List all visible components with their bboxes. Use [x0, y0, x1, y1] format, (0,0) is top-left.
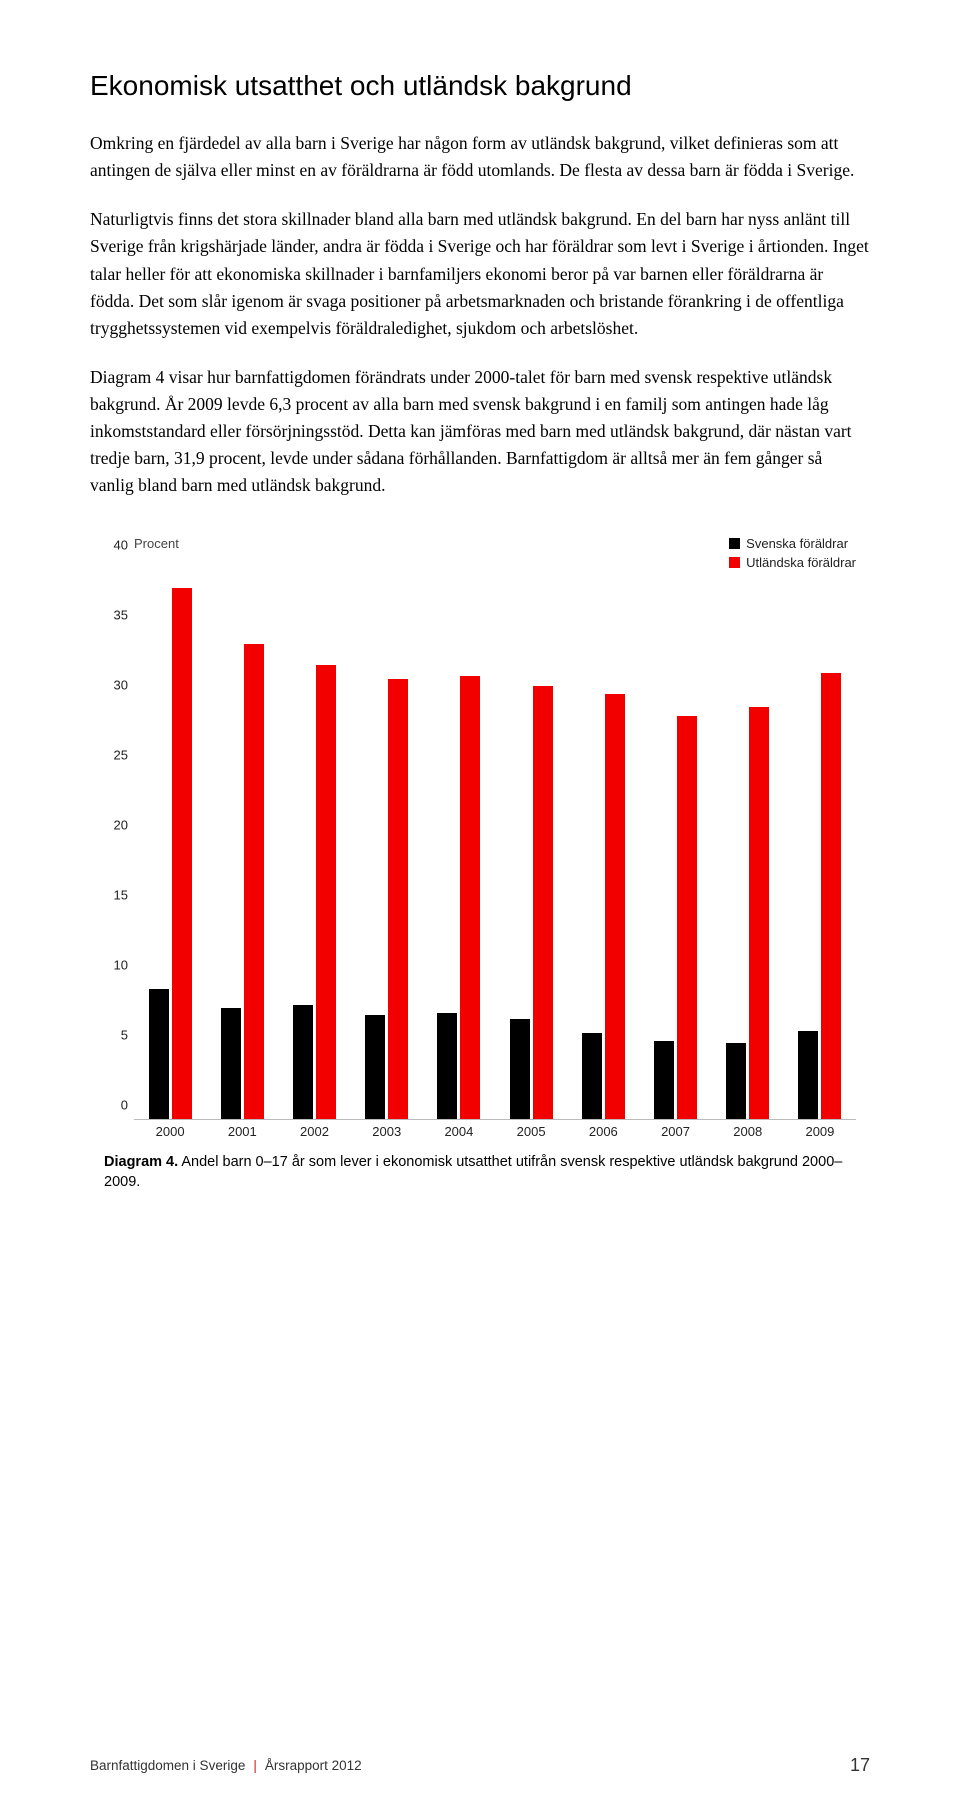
bar: [316, 665, 336, 1120]
bar-group: [206, 644, 278, 1120]
footer-doc-title: Barnfattigdomen i Sverige: [90, 1758, 245, 1773]
x-tick: 2000: [134, 1120, 206, 1142]
x-axis: 2000200120022003200420052006200720082009: [134, 1120, 856, 1142]
y-tick: 20: [114, 817, 128, 832]
chart-caption: Diagram 4. Andel barn 0–17 år som lever …: [104, 1152, 856, 1193]
y-tick: 5: [121, 1027, 128, 1042]
x-tick: 2004: [423, 1120, 495, 1142]
bar: [821, 673, 841, 1120]
body-paragraph-3: Diagram 4 visar hur barnfattigdomen förä…: [90, 364, 870, 500]
bar-group: [495, 686, 567, 1120]
bar: [244, 644, 264, 1120]
bar-group: [712, 707, 784, 1120]
bar: [654, 1041, 674, 1119]
legend-swatch-svenska: [729, 538, 740, 549]
bar: [605, 694, 625, 1120]
bar: [582, 1033, 602, 1120]
bar: [798, 1031, 818, 1119]
x-tick: 2008: [712, 1120, 784, 1142]
body-paragraph-2: Naturligtvis finns det stora skillnader …: [90, 206, 870, 342]
bar-group: [351, 679, 423, 1120]
footer-separator-icon: |: [253, 1758, 257, 1773]
bar: [726, 1043, 746, 1120]
y-axis: 0510152025303540: [104, 560, 132, 1120]
bar: [677, 716, 697, 1119]
page-footer: Barnfattigdomen i Sverige | Årsrapport 2…: [90, 1755, 870, 1776]
x-tick: 2001: [206, 1120, 278, 1142]
y-tick: 25: [114, 747, 128, 762]
bar: [510, 1019, 530, 1120]
x-tick: 2006: [567, 1120, 639, 1142]
x-tick: 2007: [639, 1120, 711, 1142]
legend-item-svenska: Svenska föräldrar: [729, 536, 856, 551]
x-tick: 2003: [351, 1120, 423, 1142]
chart-plot-area: 0510152025303540 20002001200220032004200…: [134, 560, 856, 1142]
bar-group: [423, 676, 495, 1120]
bar-group: [134, 588, 206, 1120]
y-tick: 0: [121, 1097, 128, 1112]
bar-group: [278, 665, 350, 1120]
bar: [388, 679, 408, 1120]
page-title: Ekonomisk utsatthet och utländsk bakgrun…: [90, 70, 870, 102]
y-tick: 35: [114, 607, 128, 622]
bar-group: [639, 716, 711, 1119]
footer-doc-subtitle: Årsrapport 2012: [265, 1758, 362, 1773]
y-tick: 10: [114, 957, 128, 972]
bar: [749, 707, 769, 1120]
bar: [293, 1005, 313, 1120]
bar: [437, 1013, 457, 1119]
bar: [460, 676, 480, 1120]
bar: [221, 1008, 241, 1120]
body-paragraph-1: Omkring en fjärdedel av alla barn i Sver…: [90, 130, 870, 184]
bar-group: [784, 673, 856, 1120]
caption-lead: Diagram 4.: [104, 1154, 178, 1170]
y-axis-label: Procent: [134, 536, 179, 551]
caption-text: Andel barn 0–17 år som lever i ekonomisk…: [104, 1154, 842, 1190]
chart-container: Procent Svenska föräldrar Utländska förä…: [90, 522, 870, 1203]
page-number: 17: [850, 1755, 870, 1776]
bars-plot: [134, 560, 856, 1120]
bar-group: [567, 694, 639, 1120]
bar: [172, 588, 192, 1120]
legend-label-svenska: Svenska föräldrar: [746, 536, 848, 551]
y-tick: 15: [114, 887, 128, 902]
x-tick: 2005: [495, 1120, 567, 1142]
x-tick: 2009: [784, 1120, 856, 1142]
y-tick: 30: [114, 677, 128, 692]
bar: [149, 989, 169, 1119]
footer-left: Barnfattigdomen i Sverige | Årsrapport 2…: [90, 1758, 362, 1773]
page: Ekonomisk utsatthet och utländsk bakgrun…: [0, 0, 960, 1812]
bar: [365, 1015, 385, 1120]
x-tick: 2002: [278, 1120, 350, 1142]
bar: [533, 686, 553, 1120]
y-tick: 40: [114, 537, 128, 552]
